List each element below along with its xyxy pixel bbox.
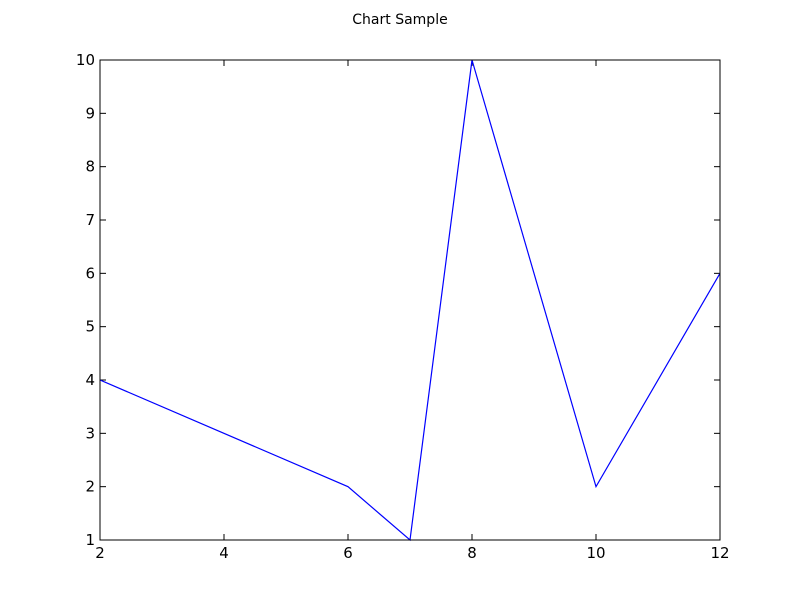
y-tick-label: 2 [85,478,95,496]
x-tick-label: 12 [710,544,729,562]
plot-frame [99,59,721,541]
y-tick-label: 1 [85,531,95,549]
chart-title: Chart Sample [352,12,447,28]
y-tick-label: 6 [85,264,95,282]
x-tick-label: 6 [343,544,353,562]
x-tick-label: 8 [467,544,477,562]
x-tick-label: 2 [95,544,105,562]
x-tick-label: 10 [586,544,605,562]
y-tick-label: 7 [85,211,95,229]
y-tick-label: 8 [85,158,95,176]
y-tick-label: 9 [85,104,95,122]
y-tick-label: 5 [85,318,95,336]
x-tick-label: 4 [219,544,229,562]
y-tick-label: 4 [85,371,95,389]
y-tick-label: 10 [76,51,95,69]
plot-area [100,60,720,540]
y-tick-label: 3 [85,424,95,442]
series-line [99,59,721,542]
